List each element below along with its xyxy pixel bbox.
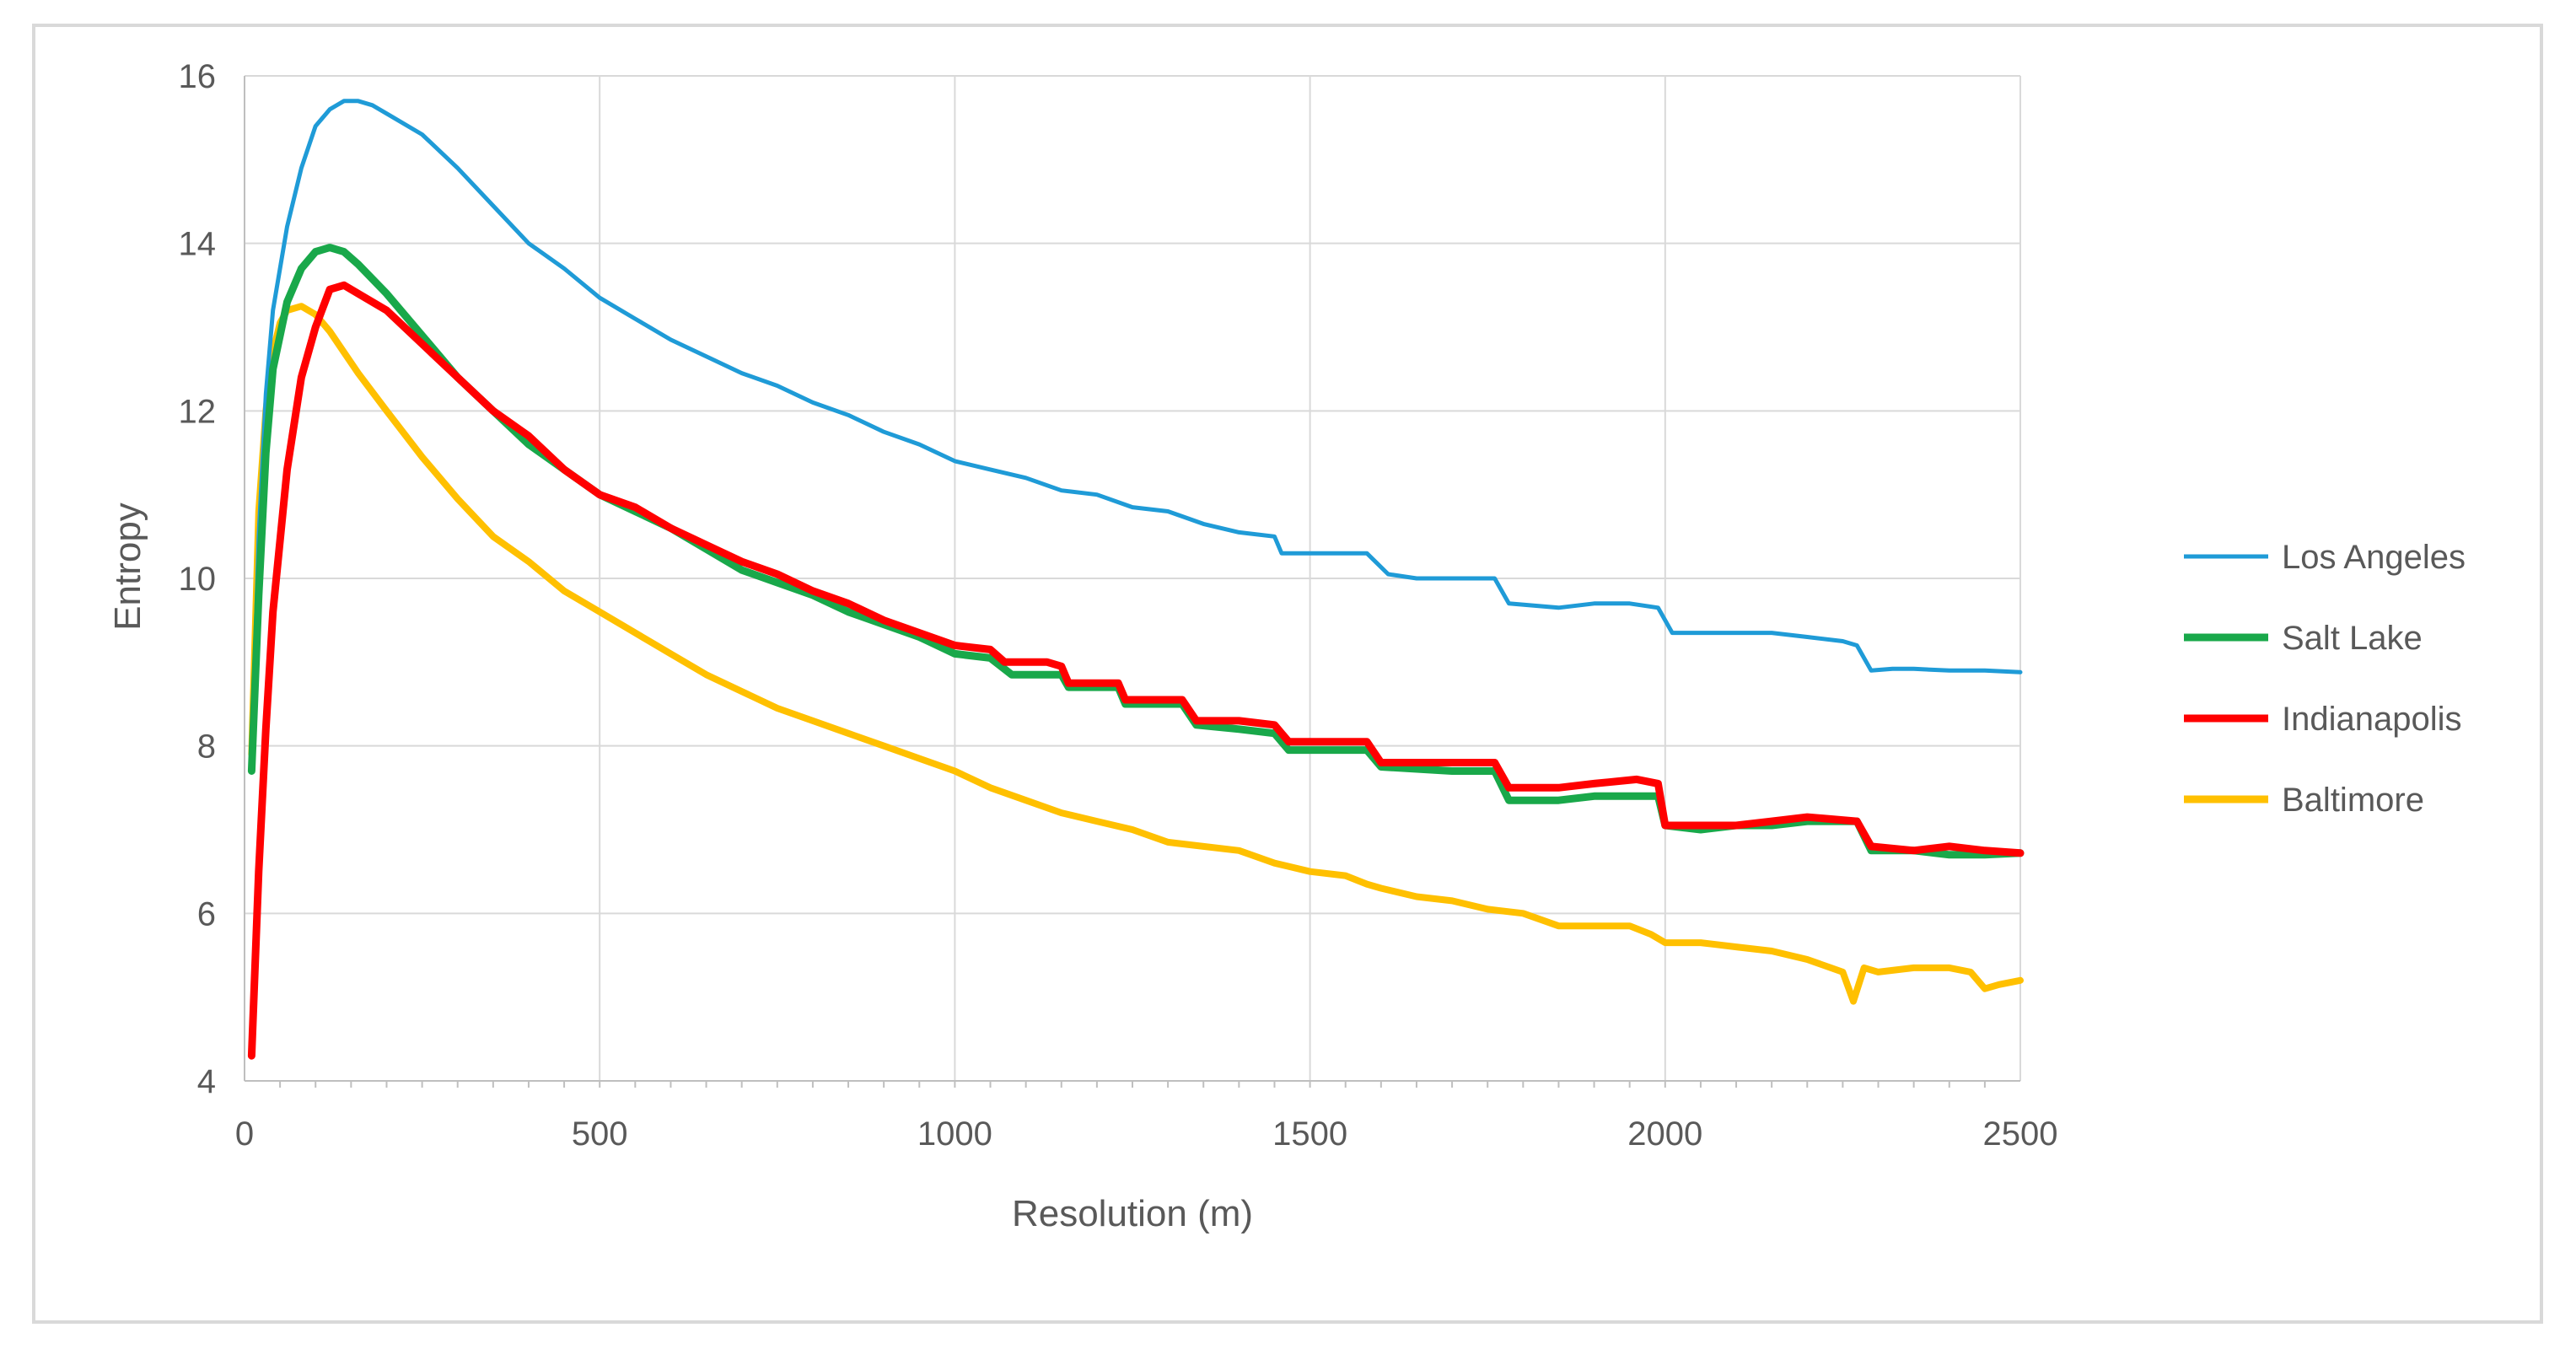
x-tick-label: 2000 bbox=[1627, 1115, 1702, 1153]
y-tick-label: 12 bbox=[179, 393, 217, 430]
y-tick-label: 14 bbox=[179, 226, 217, 263]
tick-labels: 0 500 1000 1500 2000 2500 4 6 8 10 12 14 16 bbox=[179, 58, 2058, 1153]
legend-label: Indianapolis bbox=[2282, 701, 2462, 738]
chart-frame: 0 500 1000 1500 2000 2500 4 6 8 10 12 14 16 Resoluti… bbox=[32, 24, 2543, 1324]
y-axis-title: Entropy bbox=[107, 503, 148, 631]
x-tick-label: 1500 bbox=[1272, 1115, 1347, 1153]
legend-label: Baltimore bbox=[2282, 782, 2424, 819]
series-line-los-angeles bbox=[249, 99, 2023, 765]
legend-label: Los Angeles bbox=[2282, 539, 2466, 576]
legend-label: Salt Lake bbox=[2282, 620, 2423, 657]
x-tick-label: 1000 bbox=[917, 1115, 992, 1153]
y-tick-label: 8 bbox=[197, 728, 216, 766]
y-tick-label: 4 bbox=[197, 1063, 216, 1100]
legend: Los Angeles Salt Lake Indianapolis Baltimor… bbox=[2184, 539, 2466, 819]
series-line-indianapolis bbox=[247, 281, 2025, 1060]
axes bbox=[244, 76, 2020, 1088]
y-tick-label: 6 bbox=[197, 895, 216, 932]
y-tick-label: 16 bbox=[179, 58, 217, 95]
x-axis-title: Resolution (m) bbox=[1012, 1193, 1253, 1234]
y-tick-label: 10 bbox=[179, 561, 217, 598]
x-tick-label: 0 bbox=[235, 1115, 254, 1153]
line-chart: 0 500 1000 1500 2000 2500 4 6 8 10 12 14 16 Resoluti… bbox=[107, 58, 2466, 1234]
gridlines bbox=[245, 75, 2021, 1081]
series-line-baltimore bbox=[248, 303, 2024, 1005]
x-tick-label: 500 bbox=[572, 1115, 628, 1153]
series-lines bbox=[247, 99, 2025, 1060]
x-tick-label: 2500 bbox=[1983, 1115, 2058, 1153]
